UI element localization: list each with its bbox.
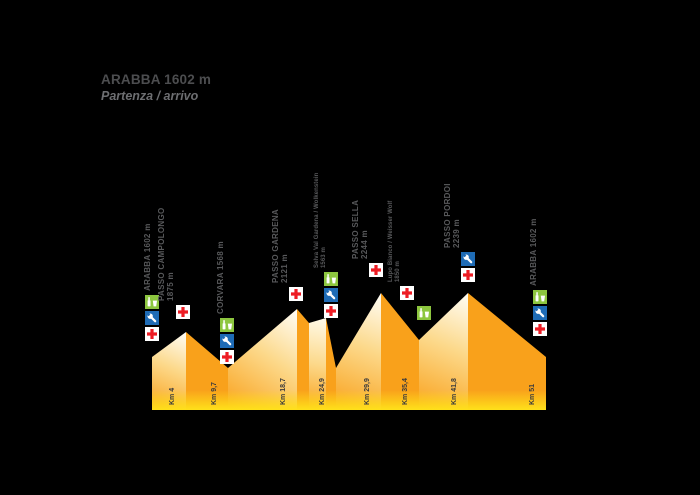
wrench-icon [324,288,338,302]
km-marker: Km 18,7 [280,378,287,405]
refreshment-icon [417,306,431,320]
page-subtitle: Partenza / arrivo [101,89,199,103]
waypoint-label-lupo-bianco: Lupo Bianco / Weisser Wolf 1850 m [388,201,401,282]
waypoint-elevation: 2239 m [452,219,461,248]
waypoint-name: PASSO PORDOI [443,183,452,248]
waypoint-label-campolongo: PASSO CAMPOLONGO 1875 m [157,207,175,301]
km-marker: Km 35,4 [402,378,409,405]
wrench-icon [533,306,547,320]
waypoint-elevation: 1563 m [320,247,327,268]
waypoint-name: ARABBA 1602 m [143,223,152,291]
first-aid-cross-icon [533,322,547,336]
refreshment-icon [324,272,338,286]
waypoint-name: ARABBA 1602 m [529,218,538,286]
waypoint-label-sella: PASSO SELLA 2244 m [351,200,369,259]
waypoint-elevation: 2244 m [360,230,369,259]
waypoint-name: Selva Val Gardena / Wolkenstein [314,172,320,268]
first-aid-cross-icon [400,286,414,300]
waypoint-label-gardena: PASSO GARDENA 2121 m [271,209,289,283]
wrench-icon [220,334,234,348]
first-aid-cross-icon [220,350,234,364]
km-marker: Km 51 [529,383,536,405]
first-aid-cross-icon [176,305,190,319]
waypoint-name: CORVARA 1568 m [216,241,225,314]
km-marker: Km 4 [169,387,176,405]
first-aid-cross-icon [369,263,383,277]
waypoint-name: Lupo Bianco / Weisser Wolf [388,200,394,282]
waypoint-name: PASSO GARDENA [271,209,280,283]
waypoint-label-corvara: CORVARA 1568 m [216,241,225,314]
km-marker: Km 41,8 [451,378,458,405]
refreshment-icon [145,295,159,309]
waypoint-label-arabba-finish: ARABBA 1602 m [529,218,538,286]
waypoint-elevation: 1850 m [394,261,401,282]
km-marker: Km 9,7 [211,382,218,405]
waypoint-label-arabba-start: ARABBA 1602 m [143,223,152,291]
km-marker: Km 29,9 [364,378,371,405]
first-aid-cross-icon [461,268,475,282]
title-block: ARABBA 1602 m Partenza / arrivo [101,72,211,103]
waypoint-elevation: 1875 m [166,272,175,301]
refreshment-icon [533,290,547,304]
wrench-icon [145,311,159,325]
first-aid-cross-icon [289,287,303,301]
waypoint-label-selva: Selva Val Gardena / Wolkenstein 1563 m [314,173,327,268]
waypoint-name: PASSO SELLA [351,199,360,259]
first-aid-cross-icon [324,304,338,318]
wrench-icon [461,252,475,266]
first-aid-cross-icon [145,327,159,341]
waypoint-name: PASSO CAMPOLONGO [157,207,166,301]
waypoint-elevation: 2121 m [280,254,289,283]
km-marker: Km 24,9 [319,378,326,405]
refreshment-icon [220,318,234,332]
waypoint-label-pordoi: PASSO PORDOI 2239 m [443,183,461,248]
page-title: ARABBA 1602 m [101,72,212,87]
